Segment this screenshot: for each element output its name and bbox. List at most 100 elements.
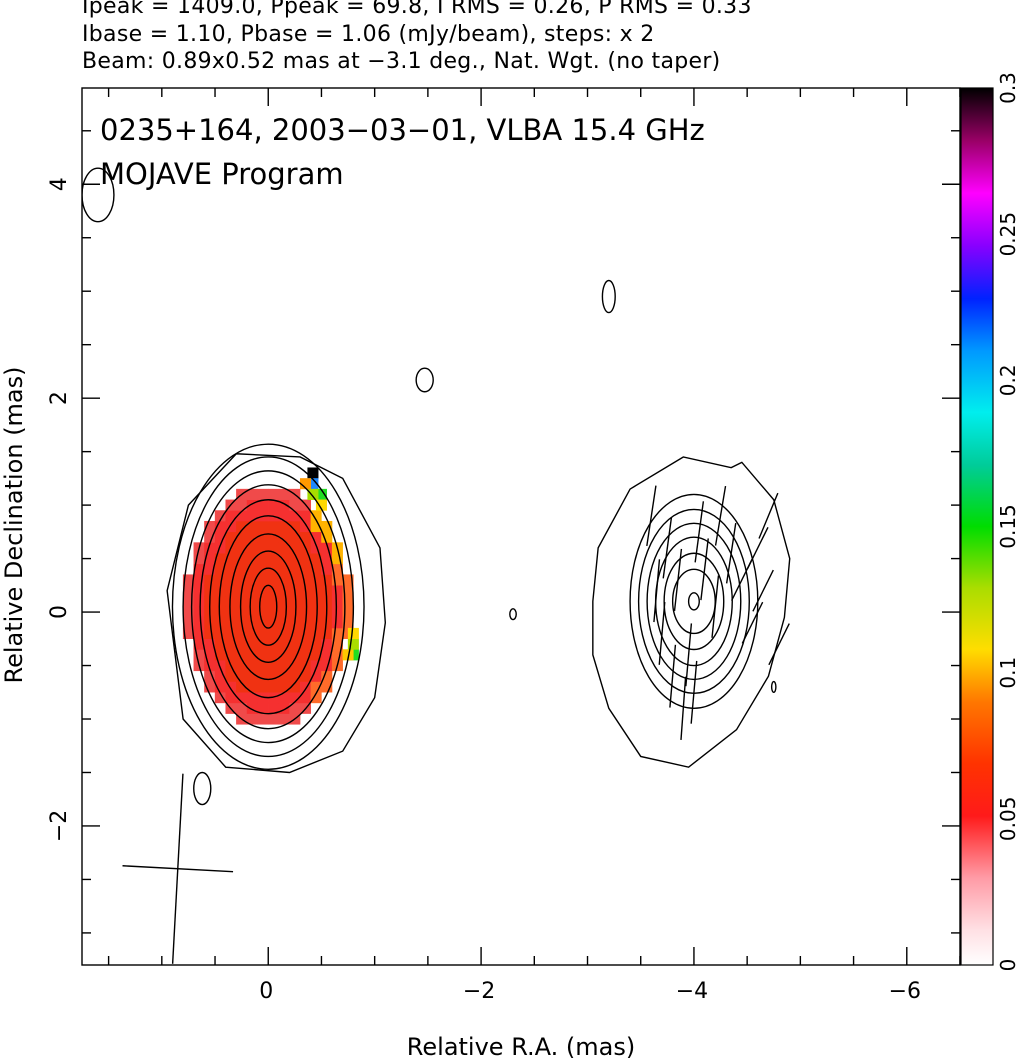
polarization-vector — [658, 602, 666, 665]
polarization-pixel — [299, 520, 312, 533]
polarization-pixel — [289, 681, 301, 693]
polarization-pixel — [310, 649, 322, 661]
core-contour — [171, 443, 365, 770]
polarization-pixel — [299, 563, 312, 575]
polarization-pixel — [257, 606, 269, 618]
polarization-pixel — [299, 531, 312, 543]
polarization-pixel — [342, 617, 354, 629]
polarization-pixel — [331, 595, 343, 607]
polarization-pixel — [278, 692, 290, 704]
polarization-pixel — [257, 574, 269, 586]
polarization-vector — [694, 501, 705, 563]
core-contour — [182, 456, 355, 758]
polarization-pixel — [321, 638, 333, 650]
polarization-pixel — [214, 606, 226, 618]
core-contour — [249, 567, 288, 646]
polarization-pixel — [236, 670, 248, 682]
noise-contour — [509, 608, 517, 621]
polarization-pixel — [278, 670, 290, 682]
polarization-pixel-edge — [315, 488, 327, 500]
polarization-pixel — [257, 670, 269, 682]
polarization-pixel — [331, 617, 343, 629]
polarization-pixel — [257, 627, 269, 639]
x-tick-labels: 0 −2 −4 −6 — [259, 979, 921, 1004]
polarization-pixel — [299, 606, 312, 618]
core-contour — [199, 484, 338, 730]
polarization-pixel — [246, 595, 258, 607]
polarization-pixel — [225, 531, 237, 543]
polarization-pixel — [289, 692, 301, 704]
polarization-pixel — [278, 659, 290, 672]
polarization-pixel — [204, 520, 216, 533]
polarization-pixel — [225, 606, 237, 618]
polarization-pixel-edge — [347, 627, 359, 639]
polarization-pixel — [268, 606, 280, 618]
polarization-pixel — [331, 627, 343, 639]
polarization-pixel — [289, 510, 301, 522]
polarization-pixel — [289, 520, 301, 533]
colorbar-tick-labels: 0 0.05 0.1 0.15 0.2 0.25 0.3 — [996, 72, 1020, 971]
noise-contour — [415, 367, 434, 393]
polarization-pixel — [236, 520, 248, 533]
polarization-pixel — [182, 627, 194, 639]
polarization-pixel — [278, 681, 290, 693]
polarization-pixel — [310, 542, 322, 554]
map-title: 0235+164, 2003−03−01, VLBA 15.4 GHz — [100, 113, 705, 147]
polarization-pixel — [268, 531, 280, 543]
polarization-pixel — [246, 563, 258, 575]
secondary-outer-contour — [592, 456, 791, 768]
polarization-pixel — [289, 627, 301, 639]
polarization-pixel — [193, 595, 205, 607]
polarization-pixel — [204, 670, 216, 682]
polarization-pixel — [310, 553, 322, 565]
polarization-pixel — [257, 488, 269, 500]
polarization-pixel — [268, 553, 280, 565]
polarization-pixel — [299, 692, 312, 704]
polarization-pixel — [299, 574, 312, 586]
polarization-pixel — [182, 617, 194, 629]
polarization-pixel — [182, 606, 194, 618]
polarization-pixel — [246, 488, 258, 500]
polarization-pixel — [236, 649, 248, 661]
polarization-pixel — [268, 702, 280, 714]
polarization-pixel — [310, 531, 322, 543]
polarization-pixel — [321, 520, 333, 533]
polarization-pixel-edge — [299, 478, 312, 490]
x-tick-label: 0 — [259, 979, 273, 1004]
polarization-pixel — [236, 574, 248, 586]
polarization-pixel — [278, 595, 290, 607]
polarization-pixel — [289, 563, 301, 575]
polarization-pixel — [182, 595, 194, 607]
polarization-pixel — [321, 542, 333, 554]
polarization-pixel — [204, 627, 216, 639]
polarization-pixel — [246, 553, 258, 565]
polarization-pixel — [268, 713, 280, 725]
polarization-pixel-edge — [347, 638, 359, 650]
polarization-pixel — [299, 627, 312, 639]
polarization-pixel — [289, 531, 301, 543]
polarization-pixel — [310, 638, 322, 650]
polarization-pixel — [246, 649, 258, 661]
polarization-pixel — [236, 510, 248, 522]
polarization-pixel — [204, 659, 216, 672]
polarization-pixel — [278, 542, 290, 554]
polarization-vector — [711, 575, 720, 638]
polarization-pixel — [289, 499, 301, 511]
polarization-pixel — [268, 488, 280, 500]
map-subtitle: MOJAVE Program — [100, 157, 344, 191]
polarization-pixel — [310, 692, 322, 704]
polarization-pixel — [214, 681, 226, 693]
x-tick-label: −4 — [676, 979, 708, 1004]
restoring-beam-cross — [122, 773, 234, 964]
polarization-pixel — [236, 553, 248, 565]
polarization-pixel — [236, 692, 248, 704]
polarization-pixel — [193, 563, 205, 575]
polarization-pixel — [225, 670, 237, 682]
polarization-pixel — [331, 606, 343, 618]
polarization-pixel — [299, 649, 312, 661]
polarization-pixel — [214, 595, 226, 607]
beam-minor-axis — [122, 865, 234, 873]
core-contour — [239, 550, 297, 664]
polarization-pixel — [214, 659, 226, 672]
